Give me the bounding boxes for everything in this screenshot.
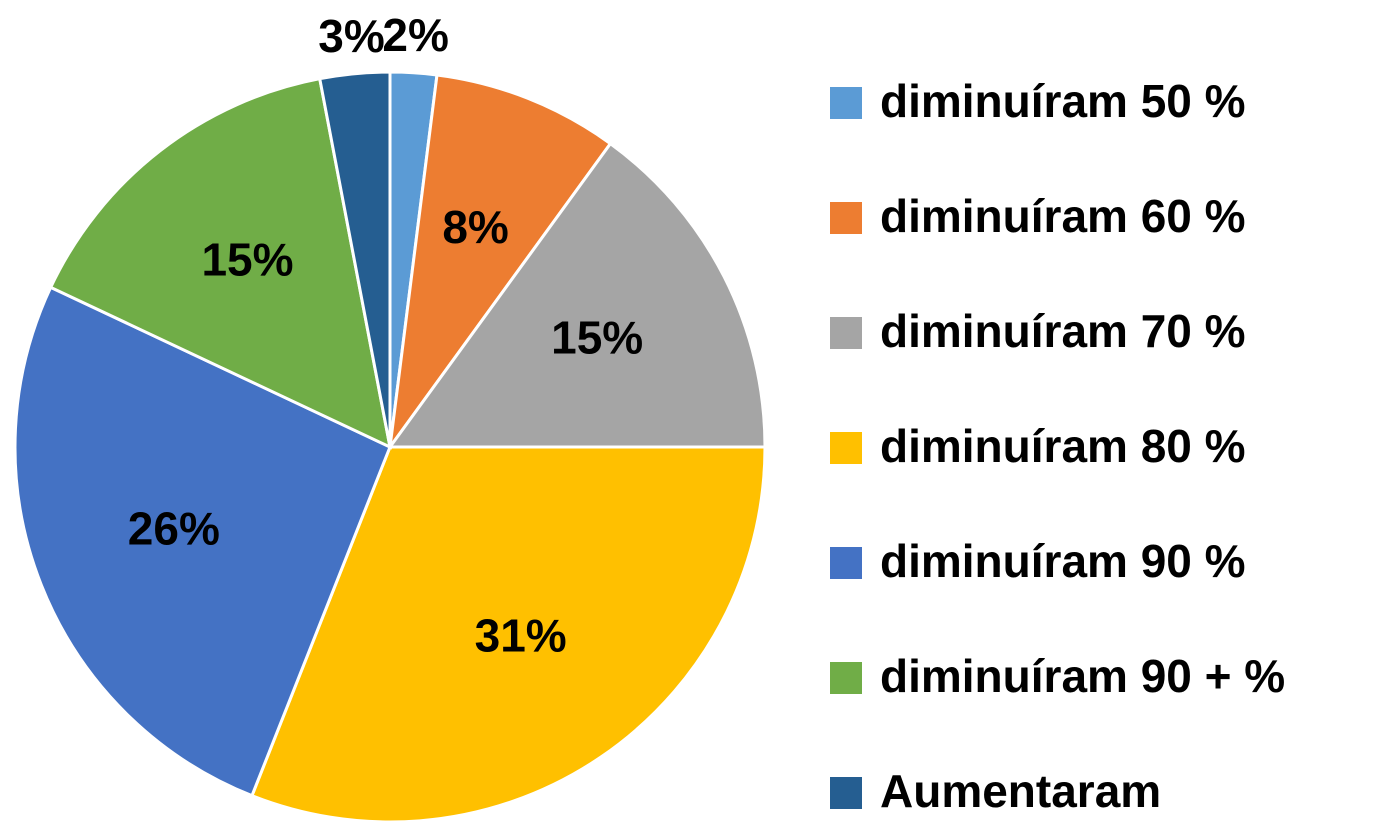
legend-label: diminuíram 60 % [880,190,1246,242]
data-label: 2% [382,9,448,61]
legend-swatch [830,547,862,579]
data-label: 31% [475,609,567,661]
legend-label: Aumentaram [880,765,1161,817]
legend-swatch [830,662,862,694]
legend-swatch [830,317,862,349]
pie-slice [387,141,767,449]
legend-label: diminuíram 90 % [880,535,1246,587]
legend-label: diminuíram 90 + % [880,650,1285,702]
data-label: 15% [201,233,293,285]
data-label: 8% [442,201,508,253]
data-label: 3% [318,10,384,62]
legend-swatch [830,777,862,809]
legend-label: diminuíram 50 % [880,75,1246,127]
legend-swatch [830,202,862,234]
legend-swatch [830,87,862,119]
data-label: 26% [128,503,220,555]
data-label: 15% [551,312,643,364]
pie-slice [13,285,392,798]
legend-swatch [830,432,862,464]
pie-slice [317,70,392,448]
pie-slice [48,76,393,450]
pie-slice [250,445,767,822]
pie-slice [388,73,613,448]
legend-label: diminuíram 70 % [880,305,1246,357]
legend-label: diminuíram 80 % [880,420,1246,472]
